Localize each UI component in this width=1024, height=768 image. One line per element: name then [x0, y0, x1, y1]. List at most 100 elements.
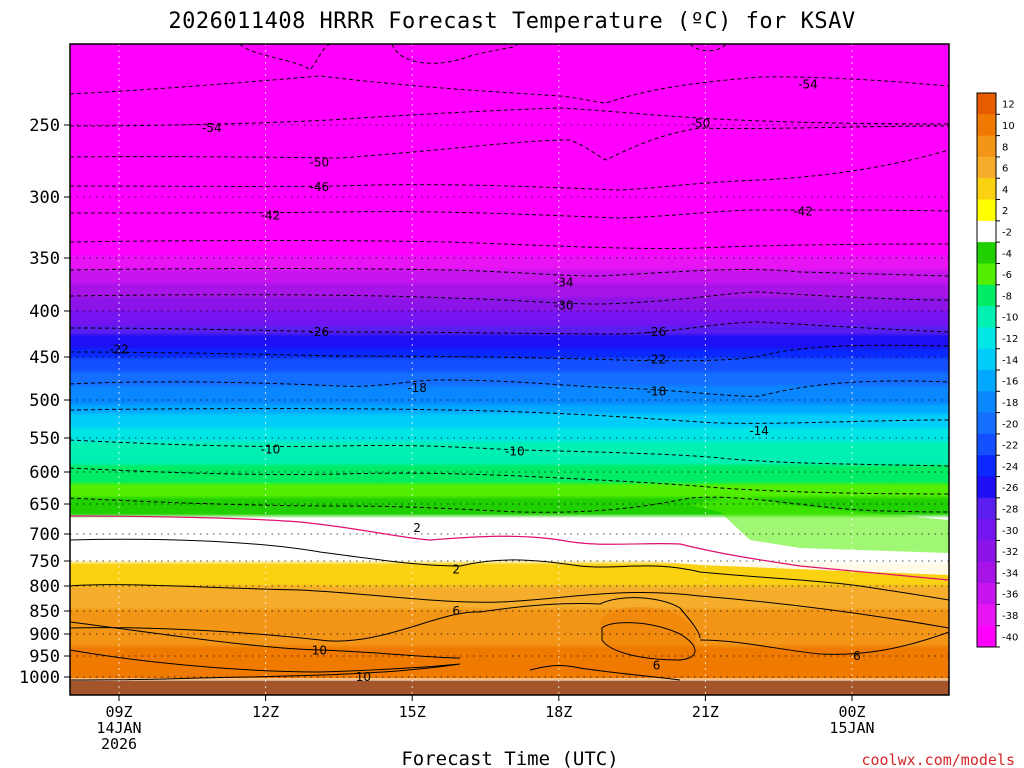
x-tick-label: 15Z [399, 703, 426, 721]
contour-labels: -54 -54 -50 -50 -46 -42 -42 -34 -30 -26 -26 -22 -22 -… [109, 78, 861, 684]
contour-line-minus-46 [70, 149, 949, 191]
contour-line-minus-14 [70, 408, 949, 424]
contour-line-minus-58 [239, 44, 331, 71]
x-axis-title: Forecast Time (UTC) [401, 748, 618, 768]
colorbar-label: -8 [1002, 291, 1012, 302]
colorbar-swatch [977, 370, 996, 392]
colorbar-label: -22 [1002, 441, 1018, 452]
contour-line-minus-50 [70, 125, 949, 161]
contour-label: 6 [653, 659, 661, 673]
contour-line-plus-6-right [699, 631, 949, 655]
contour-line-minus-26 [70, 321, 949, 335]
y-tick-label: 800 [29, 577, 60, 597]
colorbar-swatch [977, 306, 996, 328]
contour-line-minus-6 [70, 467, 949, 495]
colorbar-label: -6 [1002, 270, 1012, 281]
y-axis: 250 300 350 400 450 500 550 600 650 700 750 800 850 9… [19, 116, 70, 688]
y-tick-label: 850 [29, 602, 60, 622]
green-tongue-21z [690, 495, 949, 553]
colorbar-label: 6 [1002, 164, 1008, 175]
contour-line-plus-10 [70, 649, 461, 681]
colorbar-swatch [977, 391, 996, 414]
y-tick-label: 500 [29, 391, 60, 411]
contour-line-minus-30 [70, 291, 949, 305]
colorbar-swatch [977, 348, 996, 371]
colorbar-label: -14 [1002, 355, 1018, 366]
colorbar-label: -40 [1002, 632, 1018, 643]
contour-label: -26 [647, 325, 667, 339]
colorbar-swatch [977, 199, 996, 222]
contour-label: 2 [452, 563, 460, 577]
x-tick-label: 15JAN [829, 719, 874, 737]
contour-line-plus-8 [70, 621, 461, 659]
colorbar-label: -34 [1002, 568, 1018, 579]
contour-label: 6 [853, 649, 861, 663]
y-tick-label: 650 [29, 495, 60, 515]
colorbar-label: -10 [1002, 313, 1018, 324]
colorbar-swatch [977, 476, 996, 499]
temperature-field [70, 44, 949, 695]
contour-label: -10 [261, 443, 281, 457]
colorbar-swatch [977, 263, 996, 286]
contour-label: -22 [647, 353, 667, 367]
colorbar-label: -24 [1002, 462, 1018, 473]
contour-label: -50 [310, 155, 330, 169]
contour-label: 2 [413, 521, 421, 535]
colorbar-label: -38 [1002, 611, 1018, 622]
contour-line-minus-54 [70, 75, 949, 104]
contour-line-minus-42 [70, 209, 949, 219]
chart-title: 2026011408 HRRR Forecast Temperature (ºC… [168, 9, 855, 34]
y-tick-label: 950 [29, 647, 60, 667]
plot-area: -54 -54 -50 -50 -46 -42 -42 -34 -30 -26 -26 -22 -22 -… [70, 44, 949, 695]
contour-line-minus-18 [70, 379, 949, 397]
contour-line-minus-2 [70, 496, 949, 513]
colorbar-label: -4 [1002, 249, 1012, 260]
contour-label: -26 [310, 325, 330, 339]
colorbar-label: 12 [1002, 100, 1015, 111]
contour-label: -42 [261, 208, 281, 222]
contour-line-minus-22 [70, 344, 949, 362]
contour-line-minus-58c [689, 44, 727, 52]
colorbar-label: -32 [1002, 547, 1018, 558]
contour-line-minus-10 [70, 439, 949, 467]
credit-label: coolwx.com/models [861, 751, 1015, 768]
x-tick-label: 00Z [838, 703, 865, 721]
colorbar-label: 4 [1002, 185, 1008, 196]
y-tick-label: 400 [29, 302, 60, 322]
y-tick-label: 600 [29, 463, 60, 483]
contour-label: -30 [554, 299, 574, 313]
colorbar-label: -28 [1002, 505, 1018, 516]
colorbar-swatch [977, 604, 996, 627]
contour-line-plus-4 [70, 584, 949, 629]
contour-line-minus-58b [391, 44, 517, 64]
colorbar-label: -30 [1002, 526, 1018, 537]
contour-line-minus-54-lower [70, 107, 949, 127]
colorbar-swatch [977, 114, 996, 137]
colorbar-swatch [977, 497, 996, 520]
colorbar-swatch [977, 433, 996, 456]
ground-layer-edge [70, 678, 949, 681]
contour-label: -18 [647, 384, 667, 398]
contour-label: -54 [202, 121, 222, 135]
colorbar-swatch [977, 455, 996, 478]
contour-label: 6 [452, 604, 460, 618]
colorbar-label: -20 [1002, 419, 1018, 430]
colorbar-swatch [977, 93, 996, 115]
contour-label: -42 [793, 205, 813, 219]
y-tick-label: 750 [29, 552, 60, 572]
colorbar-swatch [977, 540, 996, 563]
x-tick-label: 21Z [692, 703, 719, 721]
colorbar-swatch [977, 220, 996, 243]
colorbar-swatch [977, 583, 996, 605]
y-tick-label: 550 [29, 429, 60, 449]
contour-label: 10 [312, 644, 327, 658]
contour-line-plus-10-right [529, 665, 681, 681]
contour-line-plus-8-pocket [601, 622, 696, 661]
colorbar-swatch [977, 178, 996, 201]
x-tick-label: 18Z [545, 703, 572, 721]
contour-label: 10 [356, 670, 371, 684]
y-tick-label: 1000 [19, 668, 60, 688]
colorbar-label: 10 [1002, 121, 1015, 132]
contour-line-plus-6 [70, 597, 701, 642]
